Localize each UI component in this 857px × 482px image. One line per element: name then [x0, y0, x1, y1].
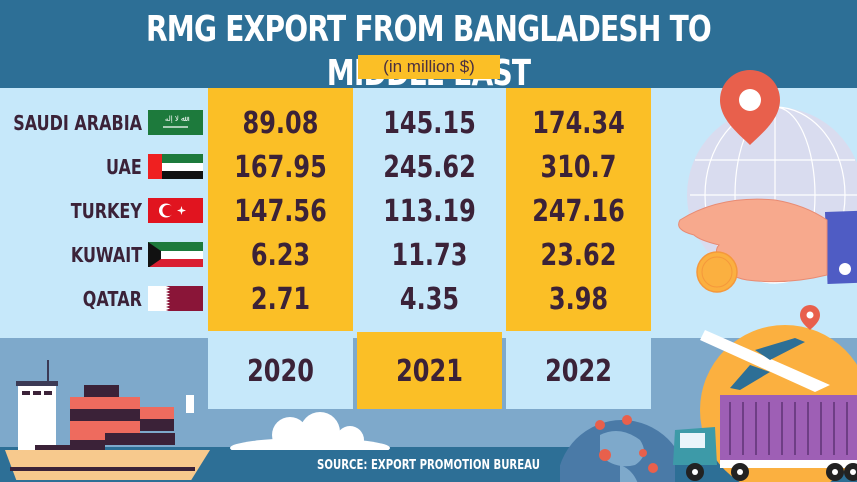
kuwait-flag-icon	[148, 242, 203, 267]
value-2021-saudi-arabia: 145.15	[383, 106, 476, 141]
column-2020-values-bg	[208, 88, 353, 331]
value-2021-turkey: 113.19	[383, 194, 476, 229]
year-label-2022: 2022	[545, 354, 612, 389]
value-2020-kuwait: 6.23	[250, 238, 311, 273]
column-2021-year-bg	[357, 332, 502, 409]
column-2022-values-bg	[506, 88, 651, 331]
value-2021-qatar: 4.35	[399, 282, 460, 317]
value-2022-kuwait: 23.62	[540, 238, 617, 273]
hand-coin-globe-illustration	[678, 70, 857, 293]
value-2022-uae: 310.7	[540, 150, 617, 185]
column-2022-year-bg	[506, 332, 651, 409]
value-2022-turkey: 247.16	[532, 194, 625, 229]
uae-flag-icon	[148, 154, 203, 179]
plane-truck-illustration	[673, 305, 857, 482]
svg-text:ﷲ ﻻ إله: ﷲ ﻻ إله	[165, 115, 189, 123]
saudi-arabia-flag-icon: ﷲ ﻻ إله	[148, 110, 203, 135]
column-2021-values-bg	[357, 88, 502, 332]
value-2020-uae: 167.95	[234, 150, 327, 185]
source-note: SOURCE: EXPORT PROMOTION BUREAU	[317, 458, 540, 473]
year-label-2020: 2020	[247, 354, 314, 389]
world-globe-pins-illustration	[560, 415, 675, 482]
country-label-qatar: QATAR	[82, 287, 142, 311]
column-2020-year-bg	[208, 331, 353, 409]
country-label-kuwait: KUWAIT	[70, 243, 142, 267]
value-2022-saudi-arabia: 174.34	[532, 106, 625, 141]
country-label-turkey: TURKEY	[70, 199, 142, 223]
cargo-ship-illustration	[5, 360, 210, 480]
value-2020-qatar: 2.71	[250, 282, 311, 317]
value-2020-saudi-arabia: 89.08	[242, 106, 319, 141]
country-label-saudi-arabia: SAUDI ARABIA	[13, 111, 142, 135]
value-2020-turkey: 147.56	[234, 194, 327, 229]
turkey-flag-icon	[148, 198, 203, 223]
qatar-flag-icon	[148, 286, 203, 311]
value-2021-kuwait: 11.73	[391, 238, 468, 273]
country-label-uae: UAE	[106, 155, 142, 179]
unit-subtitle: (in million $)	[358, 55, 500, 79]
value-2021-uae: 245.62	[383, 150, 476, 185]
value-2022-qatar: 3.98	[548, 282, 609, 317]
cloud-illustration	[230, 412, 390, 450]
year-label-2021: 2021	[396, 354, 463, 389]
